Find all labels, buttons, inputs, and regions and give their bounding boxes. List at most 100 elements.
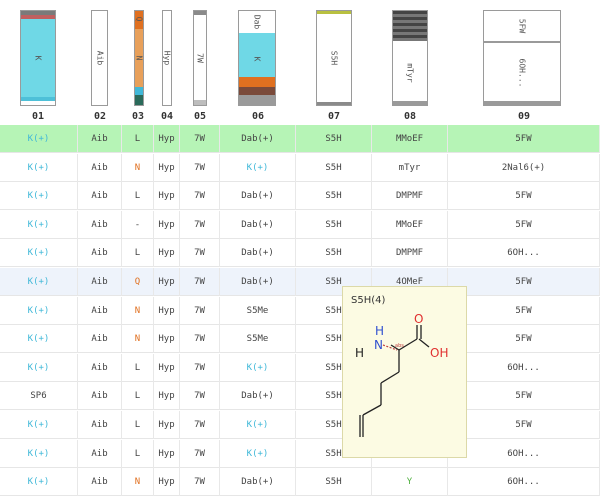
cell-pos01[interactable]: K(+) — [0, 325, 78, 354]
cell-pos04[interactable]: Hyp — [154, 382, 180, 411]
cell-pos08[interactable]: DMPMF — [372, 182, 448, 211]
cell-pos06[interactable]: K(+) — [220, 153, 296, 182]
cell-pos03[interactable]: - — [122, 210, 154, 239]
cell-pos09[interactable]: 5FW — [448, 210, 600, 239]
table-row[interactable]: K(+) Aib L Hyp 7W Dab(+) S5H MMoEF 5FW — [0, 125, 600, 153]
cell-pos03[interactable]: N — [122, 153, 154, 182]
cell-pos05[interactable]: 7W — [180, 239, 220, 268]
column-number-07[interactable]: 07 — [327, 111, 341, 122]
cell-pos09[interactable]: 5FW — [448, 125, 600, 153]
table-row[interactable]: K(+) Aib N Hyp 7W Dab(+) S5H Y 6OH... — [0, 468, 600, 497]
column-bar-06[interactable]: Dab K — [238, 10, 276, 106]
cell-pos08[interactable]: MMoEF — [372, 125, 448, 153]
table-row[interactable]: K(+) Aib L Hyp 7W Dab(+) S5H DMPMF 6OH... — [0, 239, 600, 268]
column-number-03[interactable]: 03 — [131, 111, 145, 122]
column-bar-01[interactable]: K — [20, 10, 56, 106]
cell-pos06[interactable]: Dab(+) — [220, 468, 296, 497]
cell-pos05[interactable]: 7W — [180, 296, 220, 325]
column-bar-03[interactable]: Q N — [134, 10, 144, 106]
table-row[interactable]: K(+) Aib - Hyp 7W Dab(+) S5H MMoEF 5FW — [0, 210, 600, 239]
table-row[interactable]: K(+) Aib L Hyp 7W Dab(+) S5H DMPMF 5FW — [0, 182, 600, 211]
cell-pos08[interactable]: 4OMeF — [372, 268, 448, 296]
cell-pos09[interactable]: 5FW — [448, 268, 600, 296]
cell-pos03[interactable]: Q — [122, 268, 154, 296]
cell-pos09[interactable]: 5FW — [448, 296, 600, 325]
column-number-08[interactable]: 08 — [403, 111, 417, 122]
cell-pos04[interactable]: Hyp — [154, 296, 180, 325]
cell-pos03[interactable]: L — [122, 353, 154, 382]
cell-pos02[interactable]: Aib — [78, 153, 122, 182]
cell-pos05[interactable]: 7W — [180, 353, 220, 382]
cell-pos01[interactable]: K(+) — [0, 210, 78, 239]
cell-pos04[interactable]: Hyp — [154, 353, 180, 382]
cell-pos04[interactable]: Hyp — [154, 182, 180, 211]
cell-pos09[interactable]: 6OH... — [448, 239, 600, 268]
cell-pos04[interactable]: Hyp — [154, 411, 180, 439]
cell-pos03[interactable]: N — [122, 468, 154, 497]
cell-pos04[interactable]: Hyp — [154, 153, 180, 182]
cell-pos05[interactable]: 7W — [180, 125, 220, 153]
table-row[interactable]: K(+) Aib L Hyp 7W K(+) S5H 6OH... — [0, 439, 600, 468]
cell-pos02[interactable]: Aib — [78, 382, 122, 411]
cell-pos06[interactable]: Dab(+) — [220, 268, 296, 296]
cell-pos05[interactable]: 7W — [180, 439, 220, 468]
cell-pos04[interactable]: Hyp — [154, 268, 180, 296]
column-number-09[interactable]: 09 — [517, 111, 531, 122]
cell-pos06[interactable]: K(+) — [220, 439, 296, 468]
cell-pos05[interactable]: 7W — [180, 182, 220, 211]
cell-pos06[interactable]: Dab(+) — [220, 125, 296, 153]
cell-pos04[interactable]: Hyp — [154, 439, 180, 468]
cell-pos02[interactable]: Aib — [78, 268, 122, 296]
cell-pos03[interactable]: L — [122, 182, 154, 211]
column-number-05[interactable]: 05 — [193, 111, 207, 122]
table-row[interactable]: K(+) Aib L Hyp 7W K(+) S5H 6OH... — [0, 353, 600, 382]
column-number-04[interactable]: 04 — [160, 111, 174, 122]
cell-pos02[interactable]: Aib — [78, 125, 122, 153]
column-bar-09[interactable]: 5FW 6OH... — [483, 10, 561, 106]
cell-pos01[interactable]: K(+) — [0, 182, 78, 211]
cell-pos04[interactable]: Hyp — [154, 210, 180, 239]
column-bar-08[interactable]: mTyr — [392, 10, 428, 106]
cell-pos06[interactable]: Dab(+) — [220, 182, 296, 211]
column-number-02[interactable]: 02 — [93, 111, 107, 122]
cell-pos08[interactable]: DMPMF — [372, 239, 448, 268]
cell-pos02[interactable]: Aib — [78, 353, 122, 382]
cell-pos08[interactable]: MMoEF — [372, 210, 448, 239]
column-bar-04[interactable]: Hyp — [162, 10, 172, 106]
cell-pos03[interactable]: L — [122, 382, 154, 411]
cell-pos07[interactable]: S5H — [296, 182, 372, 211]
cell-pos07[interactable]: S5H — [296, 153, 372, 182]
cell-pos01[interactable]: K(+) — [0, 153, 78, 182]
cell-pos03[interactable]: N — [122, 296, 154, 325]
cell-pos04[interactable]: Hyp — [154, 239, 180, 268]
cell-pos05[interactable]: 7W — [180, 325, 220, 354]
cell-pos09[interactable]: 6OH... — [448, 353, 600, 382]
cell-pos01[interactable]: K(+) — [0, 468, 78, 497]
cell-pos06[interactable]: Dab(+) — [220, 382, 296, 411]
cell-pos05[interactable]: 7W — [180, 268, 220, 296]
column-bar-07[interactable]: S5H — [316, 10, 352, 106]
cell-pos01[interactable]: K(+) — [0, 239, 78, 268]
table-row[interactable]: K(+) Aib N Hyp 7W S5Me S5H 5FW — [0, 325, 600, 354]
cell-pos05[interactable]: 7W — [180, 411, 220, 439]
cell-pos01[interactable]: K(+) — [0, 411, 78, 439]
column-number-06[interactable]: 06 — [251, 111, 265, 122]
cell-pos05[interactable]: 7W — [180, 210, 220, 239]
table-row[interactable]: SP6 Aib L Hyp 7W Dab(+) S5H 5FW — [0, 382, 600, 411]
cell-pos08[interactable]: Y — [372, 468, 448, 497]
cell-pos02[interactable]: Aib — [78, 296, 122, 325]
cell-pos06[interactable]: Dab(+) — [220, 239, 296, 268]
cell-pos06[interactable]: Dab(+) — [220, 210, 296, 239]
column-number-01[interactable]: 01 — [31, 111, 45, 122]
cell-pos09[interactable]: 5FW — [448, 382, 600, 411]
cell-pos02[interactable]: Aib — [78, 411, 122, 439]
cell-pos02[interactable]: Aib — [78, 468, 122, 497]
cell-pos07[interactable]: S5H — [296, 239, 372, 268]
cell-pos05[interactable]: 7W — [180, 468, 220, 497]
cell-pos06[interactable]: S5Me — [220, 296, 296, 325]
cell-pos03[interactable]: L — [122, 411, 154, 439]
cell-pos01[interactable]: K(+) — [0, 439, 78, 468]
cell-pos02[interactable]: Aib — [78, 182, 122, 211]
cell-pos05[interactable]: 7W — [180, 153, 220, 182]
column-bar-05[interactable]: 7W — [193, 10, 207, 106]
